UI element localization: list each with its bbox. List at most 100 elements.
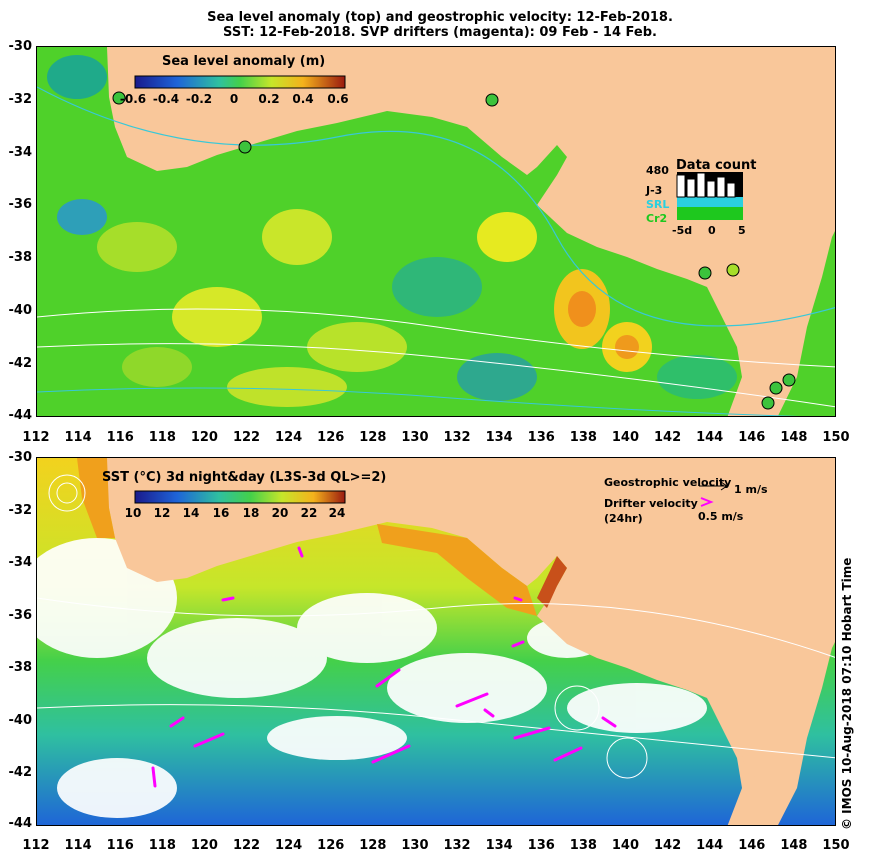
y-tick-bottom: -30 [8, 450, 33, 465]
eddy-contour [48, 474, 86, 512]
sst-tick: 24 [328, 506, 346, 520]
drifter-scale-arrow [700, 497, 714, 507]
sla-tick: 0 [229, 92, 239, 106]
x-tick-bottom: 112 [22, 838, 50, 853]
sla-colorbar [134, 75, 346, 89]
leeuwin-warm-water [77, 458, 115, 538]
x-tick-bottom: 120 [190, 838, 218, 853]
x-tick-top: 112 [22, 430, 50, 445]
sst-tick: 18 [242, 506, 260, 520]
isobath-line [37, 86, 835, 327]
x-tick-top: 130 [401, 430, 429, 445]
data-count-x-label: 5 [738, 224, 746, 237]
sst-tick: 20 [271, 506, 289, 520]
x-tick-bottom: 114 [64, 838, 92, 853]
sla-anomaly-field [47, 55, 737, 407]
sst-tick: 22 [300, 506, 318, 520]
x-tick-top: 114 [64, 430, 92, 445]
x-tick-top: 148 [780, 430, 808, 445]
warm-coastal-water [377, 524, 537, 616]
y-tick-top: -36 [8, 197, 33, 212]
tasmania-land-top [737, 327, 777, 367]
drifter-tracks [151, 546, 617, 788]
y-tick-top: -44 [8, 408, 33, 423]
tide-gauge-markers [112, 91, 796, 410]
geo-velocity-scale: 1 m/s [734, 483, 768, 496]
x-tick-top: 124 [275, 430, 303, 445]
eddy-contour [606, 737, 648, 779]
y-tick-bottom: -44 [8, 816, 33, 831]
y-tick-top: -30 [8, 39, 33, 54]
y-tick-bottom: -34 [8, 555, 33, 570]
sst-map [36, 457, 836, 826]
contour-line [37, 704, 835, 759]
y-tick-bottom: -38 [8, 660, 33, 675]
australia-land-bottom [37, 458, 835, 825]
x-tick-top: 126 [317, 430, 345, 445]
x-tick-top: 122 [232, 430, 261, 445]
x-tick-top: 150 [822, 430, 850, 445]
x-tick-bottom: 132 [443, 838, 471, 853]
x-tick-bottom: 130 [401, 838, 429, 853]
x-tick-bottom: 124 [275, 838, 303, 853]
contour-line [37, 343, 835, 408]
drifter-velocity-label: Drifter velocity [604, 497, 698, 510]
x-tick-bottom: 126 [317, 838, 345, 853]
geo-velocity-label: Geostrophic velocity [604, 476, 732, 489]
contour-line [37, 308, 835, 368]
x-tick-top: 118 [148, 430, 176, 445]
sst-colorbar [134, 490, 346, 504]
x-tick-bottom: 128 [359, 838, 387, 853]
x-tick-top: 140 [611, 430, 640, 445]
y-tick-top: -34 [8, 145, 33, 160]
y-tick-bottom: -36 [8, 608, 33, 623]
gulf-warm-water [537, 556, 567, 608]
credit-text: © IMOS 10-Aug-2018 07:10 Hobart Time [840, 557, 854, 830]
sst-tick: 16 [212, 506, 230, 520]
sla-tick: -0.6 [119, 92, 147, 106]
tasmania-land-bottom [737, 738, 777, 778]
isobath-line [37, 387, 800, 416]
x-tick-top: 144 [696, 430, 724, 445]
sla-colorbar-title: Sea level anomaly (m) [162, 54, 326, 69]
x-tick-top: 146 [738, 430, 766, 445]
x-tick-bottom: 142 [654, 838, 682, 853]
x-tick-bottom: 116 [106, 838, 134, 853]
data-count-x-label: 0 [708, 224, 716, 237]
sla-tick: -0.2 [185, 92, 213, 106]
data-count-title: Data count [676, 158, 757, 173]
x-tick-top: 142 [654, 430, 682, 445]
x-tick-bottom: 138 [569, 838, 597, 853]
x-tick-top: 128 [359, 430, 387, 445]
sst-tick: 14 [182, 506, 200, 520]
x-tick-top: 132 [443, 430, 471, 445]
y-tick-bottom: -40 [8, 713, 33, 728]
x-tick-top: 120 [190, 430, 218, 445]
data-count-series-cr2: Cr2 [646, 212, 668, 225]
x-tick-bottom: 150 [822, 838, 850, 853]
sst-tick: 12 [153, 506, 171, 520]
sla-tick: 0.6 [327, 92, 349, 106]
cloud-mask [37, 538, 707, 818]
x-tick-bottom: 144 [696, 838, 724, 853]
x-tick-bottom: 136 [527, 838, 555, 853]
sla-tick: 0.2 [258, 92, 280, 106]
x-tick-bottom: 140 [611, 838, 640, 853]
drifter-velocity-sublabel: (24hr) [604, 512, 643, 525]
geo-velocity-scale-arrow [699, 481, 728, 491]
drifter-velocity-scale: 0.5 m/s [698, 510, 744, 523]
y-tick-bottom: -32 [8, 503, 33, 518]
y-tick-top: -40 [8, 303, 33, 318]
x-tick-bottom: 122 [232, 838, 261, 853]
figure-title-line1: Sea level anomaly (top) and geostrophic … [207, 10, 673, 25]
x-tick-bottom: 134 [485, 838, 513, 853]
x-tick-top: 136 [527, 430, 555, 445]
data-count-histogram [676, 172, 743, 220]
sea-level-anomaly-map [36, 46, 836, 417]
sla-tick: 0.4 [292, 92, 314, 106]
contour-line [37, 597, 835, 658]
x-tick-bottom: 148 [780, 838, 808, 853]
y-tick-top: -32 [8, 92, 33, 107]
eddy-contour [56, 482, 78, 504]
x-tick-top: 138 [569, 430, 597, 445]
